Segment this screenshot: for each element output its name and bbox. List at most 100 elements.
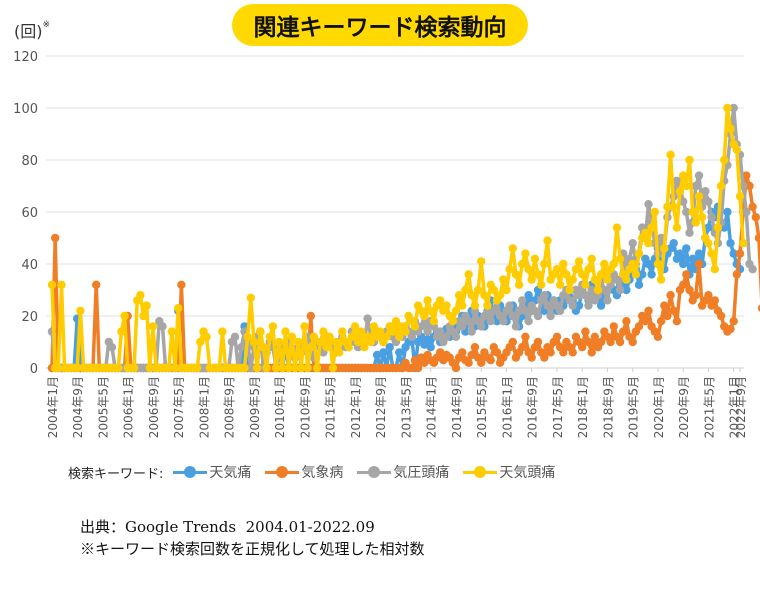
data-point — [596, 270, 606, 279]
data-point — [609, 322, 618, 331]
data-point — [606, 337, 615, 347]
data-point — [511, 270, 521, 279]
data-point — [335, 348, 344, 357]
data-point — [57, 280, 66, 289]
data-point — [454, 291, 464, 300]
data-point — [675, 187, 685, 196]
data-point — [246, 363, 255, 373]
data-point — [489, 306, 498, 315]
data-point — [742, 171, 751, 180]
data-point — [391, 317, 401, 326]
data-point — [679, 259, 688, 269]
data-point — [287, 332, 297, 341]
data-point — [379, 348, 388, 357]
data-point — [262, 363, 271, 373]
data-point — [395, 332, 404, 341]
data-point — [568, 348, 577, 357]
data-point — [129, 363, 139, 373]
data-point — [732, 145, 741, 154]
data-point — [559, 348, 568, 357]
data-point — [237, 343, 246, 352]
y-tick-label: 40 — [21, 258, 38, 273]
data-point — [54, 363, 63, 373]
data-point — [473, 285, 483, 295]
data-point — [644, 259, 653, 269]
data-point — [372, 350, 382, 360]
data-point — [420, 358, 429, 367]
data-point — [682, 181, 691, 191]
x-tick-label: 2014年9月 — [450, 376, 464, 438]
x-tick-label: 2010年1月 — [273, 376, 287, 438]
data-point — [297, 363, 306, 373]
data-point — [417, 322, 426, 331]
data-point — [562, 270, 571, 279]
data-point — [555, 306, 565, 315]
x-tick-label: 2016年9月 — [526, 376, 540, 438]
data-point — [518, 296, 527, 305]
data-point — [704, 197, 713, 206]
data-point — [638, 270, 647, 279]
x-tick-label: 2019年5月 — [627, 376, 641, 438]
data-point — [467, 291, 476, 300]
data-point — [170, 363, 180, 373]
data-point — [407, 363, 416, 373]
data-point — [540, 291, 549, 300]
data-point — [458, 301, 467, 310]
legend-label: 気圧頭痛 — [393, 465, 450, 481]
footer-notes: 出典：Google Trends 2004.01-2022.09 ※キーワード検索… — [80, 516, 425, 560]
data-point — [622, 285, 631, 295]
data-point — [748, 202, 757, 211]
data-point — [584, 301, 593, 310]
chart-title: 関連キーワード検索動向 — [253, 15, 507, 41]
data-point — [325, 332, 334, 341]
data-point — [581, 280, 590, 289]
series-group — [47, 103, 760, 373]
data-point — [543, 301, 552, 310]
data-point — [726, 239, 735, 248]
legend-item-4: 天気頭痛 — [463, 462, 555, 482]
data-point — [407, 332, 416, 341]
data-point — [508, 244, 517, 253]
data-point — [691, 181, 700, 191]
data-point — [555, 280, 565, 289]
data-point — [656, 275, 666, 284]
data-point — [691, 291, 700, 300]
data-point — [748, 265, 757, 274]
legend-item-2: 気象病 — [265, 462, 343, 482]
data-point — [660, 244, 669, 253]
x-tick-label: 2008年9月 — [223, 376, 237, 438]
data-point — [401, 327, 410, 336]
data-point — [622, 317, 631, 326]
data-point — [751, 213, 760, 222]
data-point — [306, 311, 315, 321]
data-point — [679, 171, 688, 180]
data-point — [139, 311, 148, 321]
y-tick-label: 80 — [21, 154, 38, 169]
legend-marker-icon — [357, 466, 392, 478]
x-tick-label: 2014年1月 — [425, 376, 439, 438]
data-point — [609, 259, 618, 269]
data-point — [720, 155, 729, 165]
x-tick-label: 2011年5月 — [324, 376, 338, 438]
y-tick-label: 60 — [21, 206, 38, 221]
data-point — [120, 311, 129, 321]
data-point — [745, 181, 754, 191]
data-point — [328, 363, 338, 373]
data-point — [739, 239, 748, 248]
data-point — [704, 223, 713, 232]
data-point — [249, 337, 259, 347]
data-point — [107, 343, 117, 352]
x-tick-label: 2022年9月 — [734, 376, 748, 438]
data-point — [230, 332, 240, 341]
data-point — [319, 327, 328, 336]
data-point — [615, 254, 625, 263]
data-point — [436, 327, 445, 336]
data-point — [622, 275, 631, 284]
data-point — [461, 285, 470, 295]
data-point — [603, 296, 612, 305]
data-point — [442, 332, 451, 341]
x-tick-label: 2010年9月 — [298, 376, 312, 438]
data-point — [716, 181, 726, 191]
data-point — [483, 301, 492, 310]
data-point — [672, 223, 682, 232]
